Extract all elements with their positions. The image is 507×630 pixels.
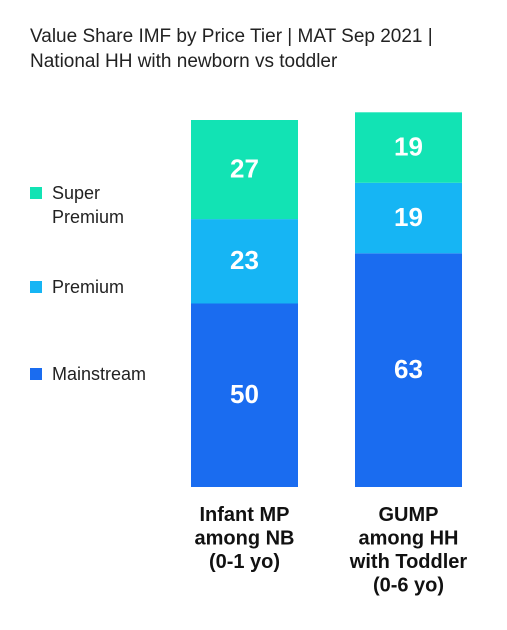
bar-segment-super-premium-1 bbox=[355, 112, 462, 183]
data-label-premium-0: 23 bbox=[230, 245, 259, 275]
data-label-super-premium-0: 27 bbox=[230, 153, 259, 183]
legend-swatch-0 bbox=[30, 187, 42, 199]
chart-title: Value Share IMF by Price Tier | MAT Sep … bbox=[30, 24, 490, 74]
chart-title-line-2: National HH with newborn vs toddler bbox=[30, 51, 338, 72]
bar-segment-super-premium-0 bbox=[191, 120, 298, 220]
chart-title-line-1: Value Share IMF by Price Tier | MAT Sep … bbox=[30, 26, 433, 47]
legend-label-0-line-0: Super bbox=[52, 183, 100, 203]
bar-segment-mainstream-1 bbox=[355, 253, 462, 487]
legend-swatch-2 bbox=[30, 368, 42, 380]
data-label-mainstream-0: 50 bbox=[230, 379, 259, 409]
bar-segment-mainstream-0 bbox=[191, 303, 298, 487]
category-label-1-line-2: with Toddler bbox=[349, 551, 468, 573]
legend-label-1-line-0: Premium bbox=[52, 277, 124, 297]
bar-segment-premium-0 bbox=[191, 219, 298, 304]
legend-label-2-line-0: Mainstream bbox=[52, 364, 146, 384]
legend-label-0-line-1: Premium bbox=[52, 207, 124, 227]
category-label-0-line-2: (0-1 yo) bbox=[209, 551, 280, 573]
category-label-1-line-3: (0-6 yo) bbox=[373, 575, 444, 597]
legend-swatch-1 bbox=[30, 281, 42, 293]
category-label-1-line-1: among HH bbox=[359, 528, 459, 550]
category-label-1-line-0: GUMP bbox=[379, 504, 439, 526]
data-label-premium-1: 19 bbox=[394, 202, 423, 232]
category-label-0-line-1: among NB bbox=[195, 528, 295, 550]
category-label-0-line-0: Infant MP bbox=[200, 504, 290, 526]
data-label-mainstream-1: 63 bbox=[394, 354, 423, 384]
bar-segment-premium-1 bbox=[355, 182, 462, 254]
data-label-super-premium-1: 19 bbox=[394, 131, 423, 161]
